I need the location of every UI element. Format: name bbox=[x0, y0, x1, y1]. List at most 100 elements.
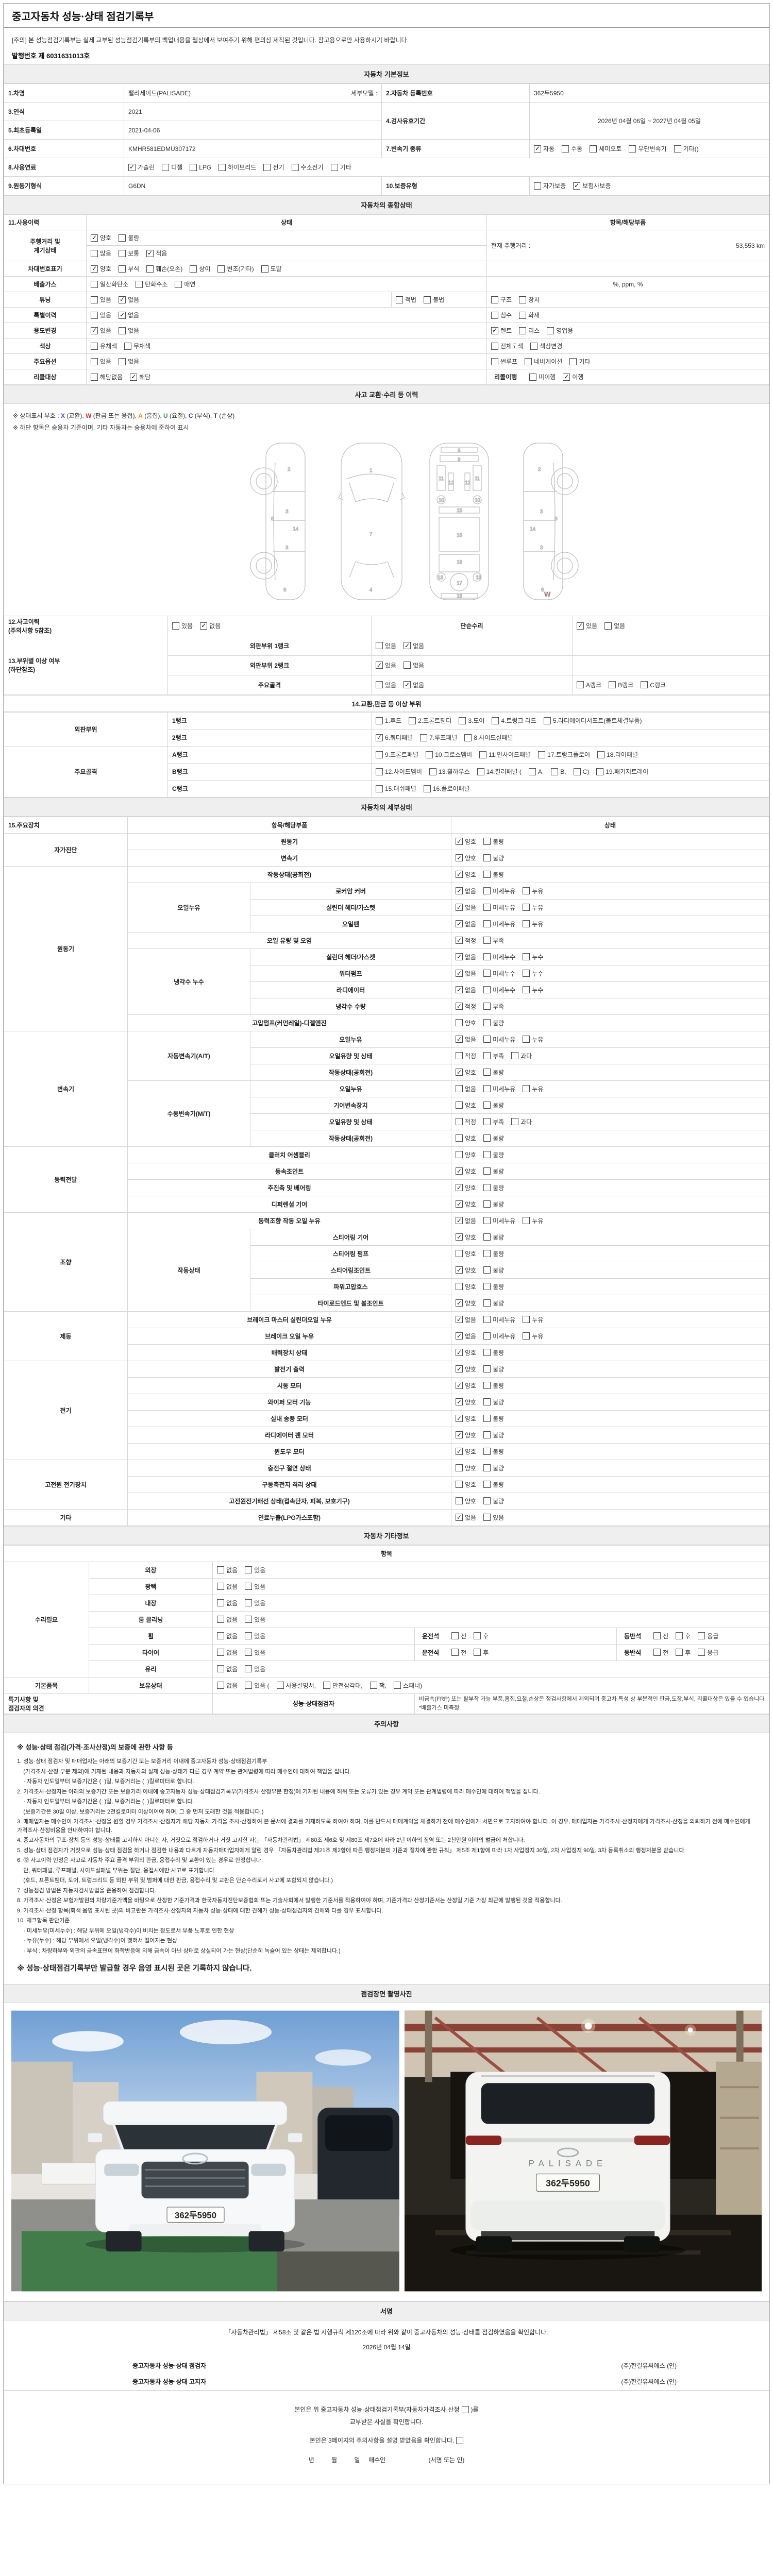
checkbox-불량[interactable]: 불량 bbox=[483, 1282, 504, 1291]
checkbox-도말[interactable]: 도말 bbox=[261, 264, 282, 273]
checkbox-누유[interactable]: 누유 bbox=[523, 1216, 543, 1225]
checkbox-A,[interactable]: A, bbox=[528, 768, 544, 775]
checkbox-있음[interactable]: 있음 bbox=[245, 1582, 265, 1591]
checkbox-없음[interactable]: 없음 bbox=[456, 1315, 476, 1324]
checkbox-불량[interactable]: 불량 bbox=[483, 1266, 504, 1275]
checkbox-양호[interactable]: 양호 bbox=[456, 1266, 476, 1275]
checkbox-누수[interactable]: 누수 bbox=[523, 969, 543, 978]
checkbox-없음[interactable]: 없음 bbox=[456, 1084, 476, 1093]
checkbox-무채색[interactable]: 무채색 bbox=[124, 342, 150, 350]
checkbox-누수[interactable]: 누수 bbox=[523, 953, 543, 961]
checkbox-후[interactable]: 후 bbox=[676, 1632, 691, 1640]
checkbox-세미오토[interactable]: 세미오토 bbox=[590, 144, 621, 153]
checkbox-기타[interactable]: 기타 bbox=[569, 357, 590, 366]
checkbox-양호[interactable]: 양호 bbox=[456, 1249, 476, 1258]
checkbox-없음[interactable]: 없음 bbox=[404, 681, 424, 689]
checkbox-없음[interactable]: 없음 bbox=[119, 311, 139, 319]
checkbox-불량[interactable]: 불량 bbox=[483, 1249, 504, 1258]
checkbox-전[interactable]: 전 bbox=[451, 1648, 466, 1657]
checkbox-양호[interactable]: 양호 bbox=[456, 854, 476, 862]
checkbox-누유[interactable]: 누유 bbox=[523, 887, 543, 895]
checkbox-후[interactable]: 후 bbox=[474, 1648, 489, 1657]
checkbox-후[interactable]: 후 bbox=[474, 1632, 489, 1640]
checkbox-미세누수[interactable]: 미세누수 bbox=[483, 953, 515, 961]
checkbox-있음[interactable]: 있음 bbox=[91, 357, 111, 366]
checkbox-자가보증[interactable]: 자가보증 bbox=[534, 181, 566, 190]
checkbox-안전삼각대,[interactable]: 안전삼각대, bbox=[323, 1681, 363, 1690]
checkbox-불량[interactable]: 불량 bbox=[483, 1398, 504, 1406]
checkbox-있음[interactable]: 있음 bbox=[91, 326, 111, 335]
checkbox-디젤[interactable]: 디젤 bbox=[162, 163, 182, 172]
checkbox-C)[interactable]: C) bbox=[573, 768, 589, 775]
checkbox-없음[interactable]: 없음 bbox=[217, 1632, 238, 1640]
checkbox-불량[interactable]: 불량 bbox=[483, 1348, 504, 1357]
checkbox-양호[interactable]: 양호 bbox=[456, 1019, 476, 1027]
checkbox-무단변속기[interactable]: 무단변속기 bbox=[629, 144, 667, 153]
checkbox-13.휠하우스[interactable]: 13.휠하우스 bbox=[429, 767, 470, 776]
checkbox-양호[interactable]: 양호 bbox=[456, 1183, 476, 1192]
checkbox-있음[interactable]: 있음 bbox=[245, 1599, 265, 1607]
checkbox-부족[interactable]: 부족 bbox=[483, 1052, 504, 1060]
checkbox-없음[interactable]: 없음 bbox=[217, 1566, 238, 1574]
checkbox-없음[interactable]: 없음 bbox=[119, 295, 139, 304]
checkbox-많음[interactable]: 많음 bbox=[91, 249, 111, 258]
checkbox-5.라디에이터서포트(볼트체결부품)[interactable]: 5.라디에이터서포트(볼트체결부품) bbox=[543, 716, 642, 725]
checkbox-불량[interactable]: 불량 bbox=[483, 837, 504, 846]
checkbox-없음[interactable]: 없음 bbox=[456, 1513, 476, 1522]
checkbox-전[interactable]: 전 bbox=[653, 1648, 668, 1657]
checkbox-없음[interactable]: 없음 bbox=[456, 1216, 476, 1225]
checkbox-있음[interactable]: 있음 bbox=[376, 661, 396, 670]
checkbox-불량[interactable]: 불량 bbox=[483, 1299, 504, 1308]
checkbox-없음[interactable]: 없음 bbox=[604, 621, 625, 630]
checkbox-B랭크[interactable]: B랭크 bbox=[609, 681, 633, 689]
checkbox-이행[interactable]: 이행 bbox=[563, 372, 583, 381]
checkbox-불량[interactable]: 불량 bbox=[483, 1101, 504, 1110]
checkbox-누유[interactable]: 누유 bbox=[523, 1332, 543, 1341]
checkbox-과다[interactable]: 과다 bbox=[511, 1052, 532, 1060]
price-assessment-checkbox[interactable] bbox=[461, 2405, 469, 2413]
checkbox-19.패키지트레이[interactable]: 19.패키지트레이 bbox=[596, 767, 648, 776]
checkbox-양호[interactable]: 양호 bbox=[456, 1464, 476, 1472]
checkbox-없음[interactable]: 없음 bbox=[217, 1582, 238, 1591]
checkbox-양호[interactable]: 양호 bbox=[456, 1365, 476, 1374]
checkbox-탄화수소[interactable]: 탄화수소 bbox=[136, 280, 167, 289]
checkbox-없음[interactable]: 없음 bbox=[456, 920, 476, 928]
checkbox-장치[interactable]: 장치 bbox=[519, 295, 540, 304]
checkbox-양호[interactable]: 양호 bbox=[456, 1200, 476, 1209]
checkbox-없음[interactable]: 없음 bbox=[217, 1615, 238, 1624]
checkbox-적정[interactable]: 적정 bbox=[456, 1002, 476, 1011]
checkbox-15.대쉬패널[interactable]: 15.대쉬패널 bbox=[376, 784, 416, 793]
checkbox-구조[interactable]: 구조 bbox=[491, 295, 512, 304]
checkbox-불량[interactable]: 불량 bbox=[483, 1497, 504, 1505]
checkbox-스패너)[interactable]: 스패너) bbox=[393, 1681, 422, 1690]
checkbox-없음[interactable]: 없음 bbox=[200, 621, 221, 630]
checkbox-없음[interactable]: 없음 bbox=[404, 641, 424, 650]
checkbox-부족[interactable]: 부족 bbox=[483, 936, 504, 945]
checkbox-침수[interactable]: 침수 bbox=[491, 311, 512, 319]
checkbox-누유[interactable]: 누유 bbox=[523, 1084, 543, 1093]
checkbox-미이행[interactable]: 미이행 bbox=[529, 372, 556, 381]
checkbox-불량[interactable]: 불량 bbox=[483, 1233, 504, 1242]
checkbox-누수[interactable]: 누수 bbox=[523, 986, 543, 994]
checkbox-변조(기타)[interactable]: 변조(기타) bbox=[217, 264, 254, 273]
checkbox-화재[interactable]: 화재 bbox=[519, 311, 540, 319]
checkbox-후[interactable]: 후 bbox=[676, 1648, 691, 1657]
checkbox-미세누수[interactable]: 미세누수 bbox=[483, 969, 515, 978]
checkbox-불량[interactable]: 불량 bbox=[483, 1183, 504, 1192]
checkbox-A랭크[interactable]: A랭크 bbox=[577, 681, 601, 689]
checkbox-일산화탄소[interactable]: 일산화탄소 bbox=[91, 280, 128, 289]
checkbox-기타[interactable]: 기타 bbox=[330, 163, 351, 172]
checkbox-썬루프[interactable]: 썬루프 bbox=[491, 357, 517, 366]
checkbox-해당없음[interactable]: 해당없음 bbox=[91, 372, 123, 381]
checkbox-양호[interactable]: 양호 bbox=[456, 1480, 476, 1489]
checkbox-상이[interactable]: 상이 bbox=[190, 264, 210, 273]
checkbox-적정[interactable]: 적정 bbox=[456, 1052, 476, 1060]
checkbox-불량[interactable]: 불량 bbox=[119, 233, 139, 242]
checkbox-있음[interactable]: 있음 bbox=[245, 1615, 265, 1624]
checkbox-훼손(오손)[interactable]: 훼손(오손) bbox=[146, 264, 182, 273]
checkbox-양호[interactable]: 양호 bbox=[456, 1068, 476, 1077]
checkbox-양호[interactable]: 양호 bbox=[456, 1431, 476, 1439]
checkbox-양호[interactable]: 양호 bbox=[456, 1414, 476, 1423]
checkbox-없음[interactable]: 없음 bbox=[456, 903, 476, 912]
checkbox-불량[interactable]: 불량 bbox=[483, 854, 504, 862]
